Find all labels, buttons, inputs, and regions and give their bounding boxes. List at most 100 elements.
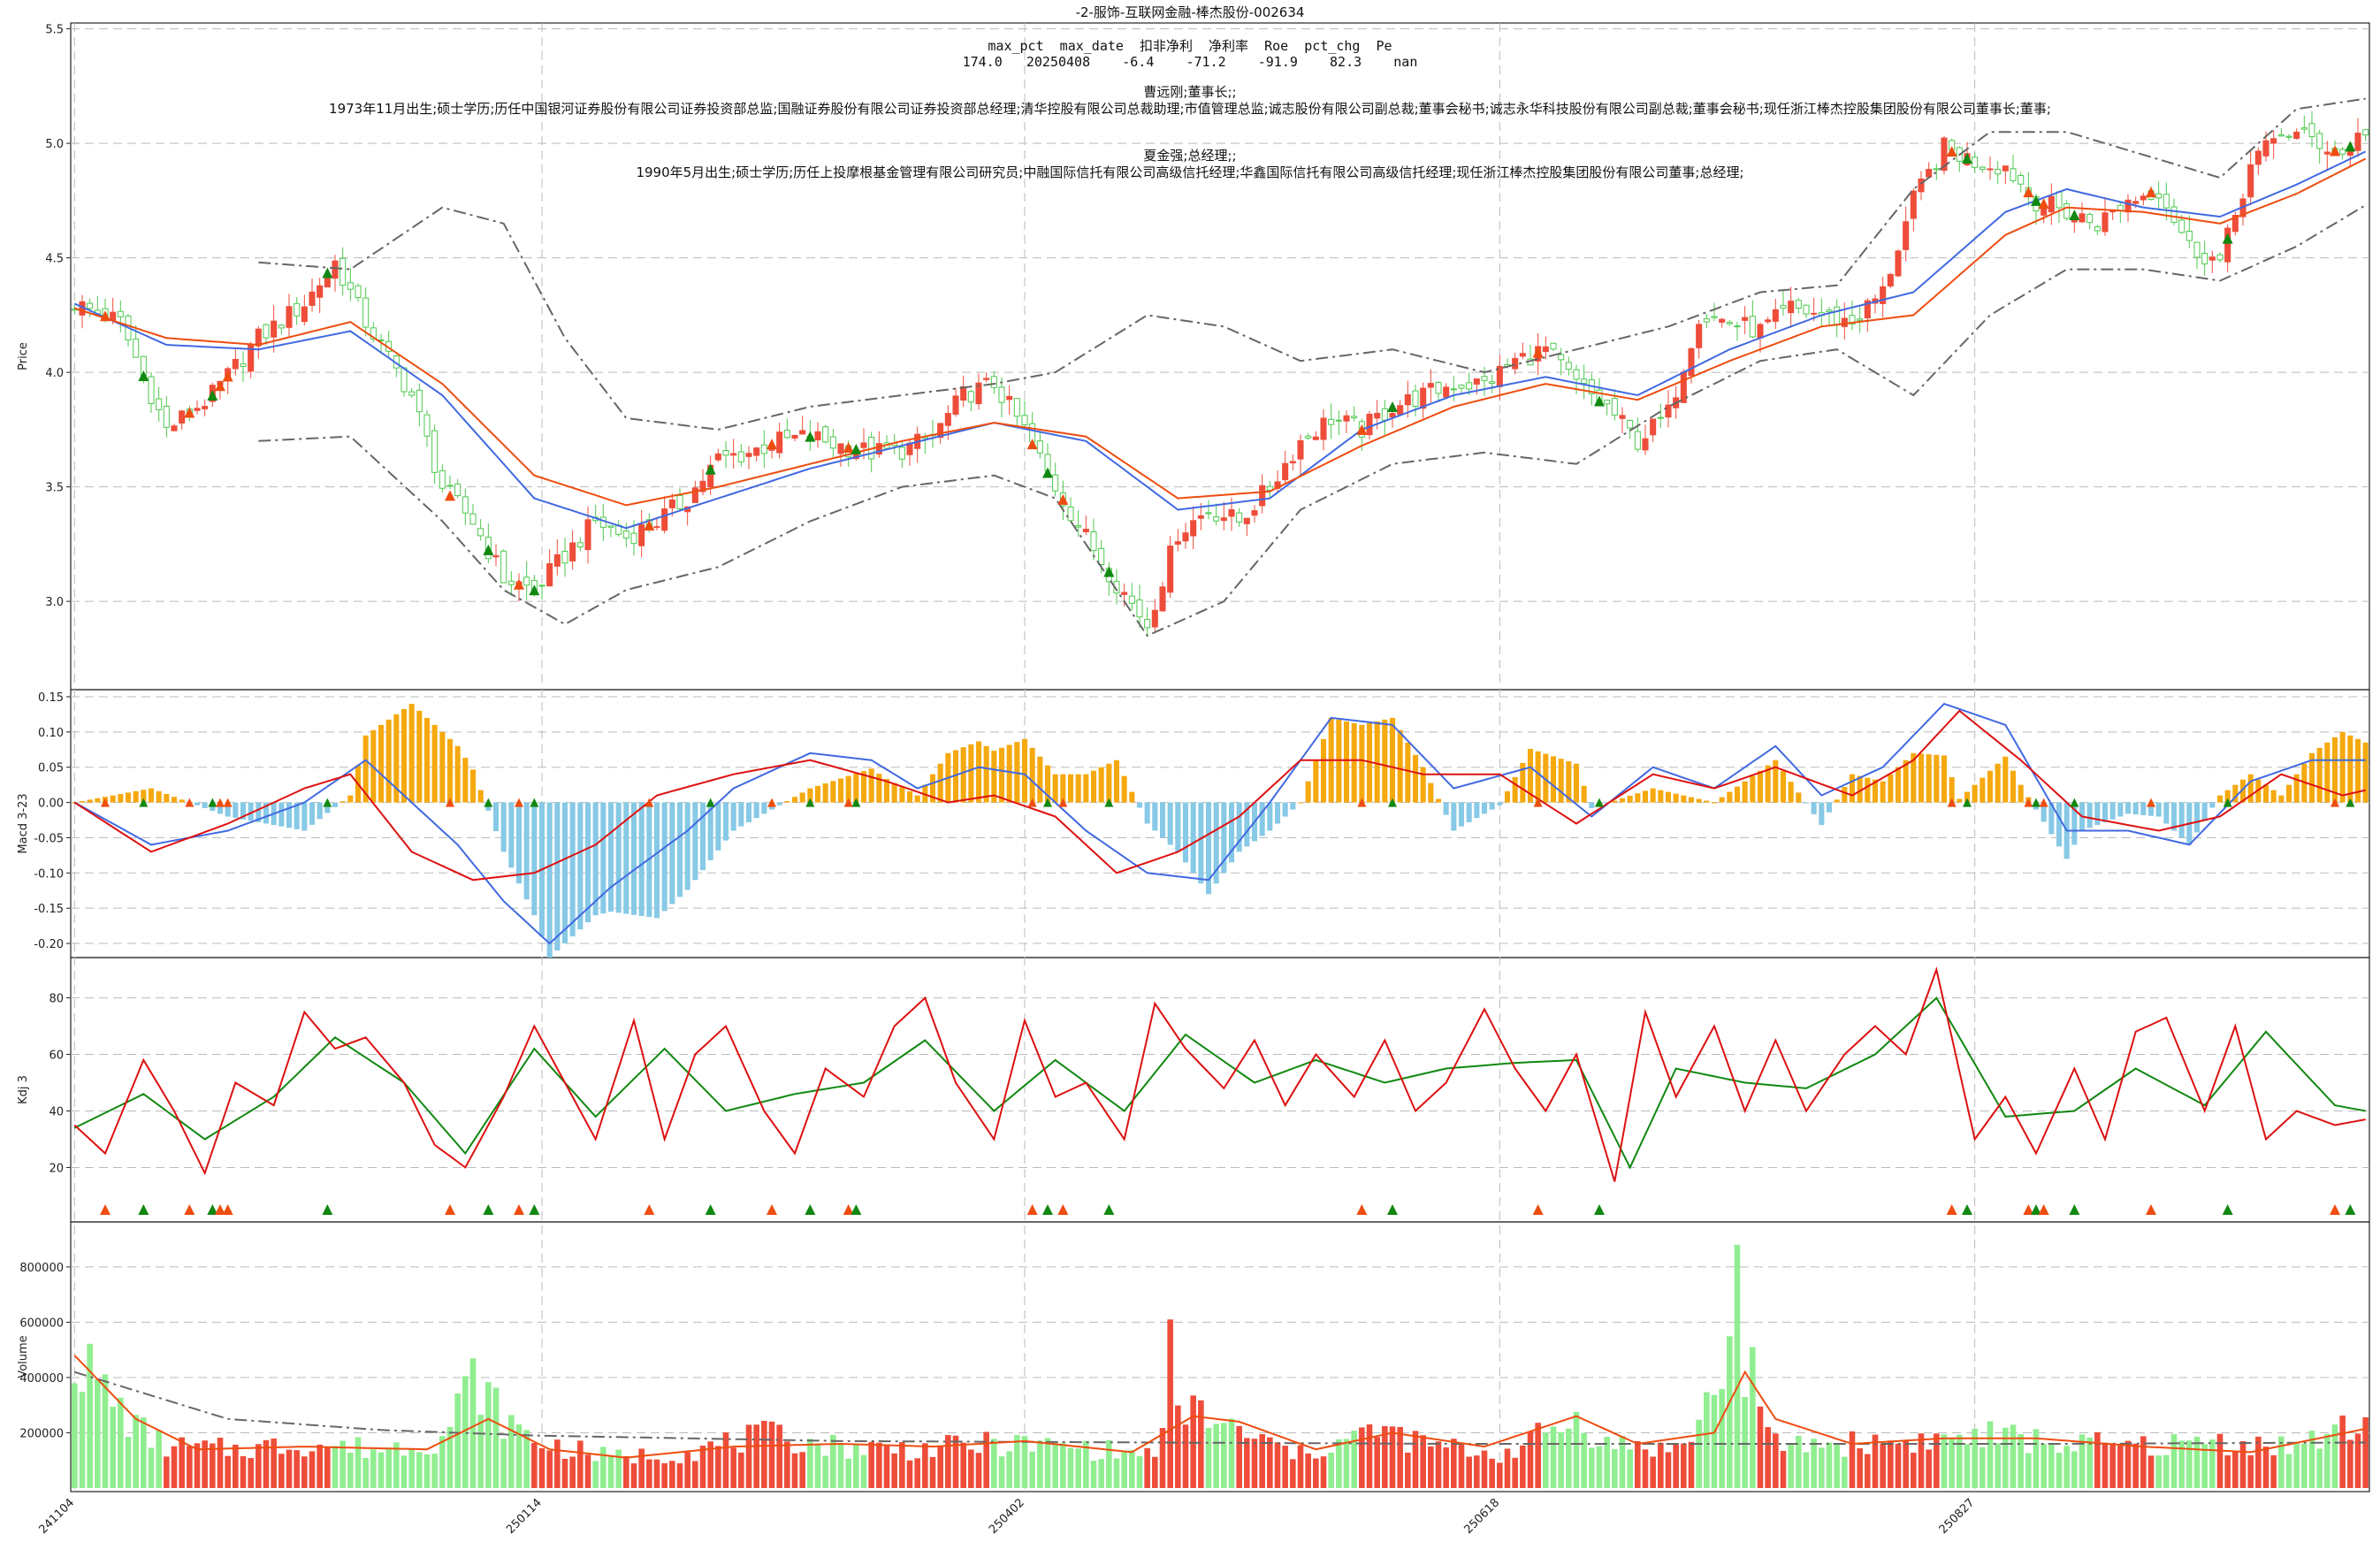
volume-bar (592, 1461, 599, 1488)
volume-bar (952, 1435, 959, 1488)
volume-bar (240, 1455, 247, 1488)
macd-bar (492, 802, 500, 832)
macd-bar (868, 768, 874, 803)
macd-bar (1918, 753, 1925, 803)
candle (960, 386, 967, 401)
y-tick-label: 20 (49, 1162, 64, 1175)
price-signal-marker (222, 370, 233, 382)
macd-bar (2262, 784, 2269, 803)
volume-bar (2301, 1443, 2308, 1488)
price-signal-marker (100, 310, 111, 322)
candle (1389, 413, 1396, 418)
volume-bar (2086, 1437, 2093, 1488)
volume-bar (141, 1417, 147, 1488)
candle (1788, 301, 1795, 314)
volume-bar (1934, 1433, 1940, 1488)
volume-bar (983, 1431, 989, 1488)
candle (1811, 312, 1818, 315)
volume-bar (761, 1420, 767, 1488)
macd-bar (133, 790, 139, 803)
volume-bar (2270, 1454, 2277, 1488)
price-signal-marker (843, 441, 854, 453)
macd-bar (791, 797, 798, 803)
candle (1795, 300, 1802, 309)
macd-bar (2285, 784, 2292, 803)
volume-bar (256, 1444, 262, 1488)
macd-bar (347, 795, 354, 803)
candle (2262, 140, 2269, 156)
price-signal-marker (2345, 141, 2356, 152)
macd-signal-marker (706, 798, 715, 807)
macd-signal-marker (323, 798, 332, 807)
kdj-signal-marker (705, 1204, 716, 1215)
price-signal-marker (184, 407, 195, 418)
candle (2002, 165, 2009, 172)
x-tick-label: 250402 (987, 1496, 1027, 1537)
macd-bar (1113, 760, 1120, 803)
candle (2208, 256, 2216, 261)
volume-bar (2132, 1443, 2139, 1488)
macd-bar (1159, 802, 1166, 838)
volume-bar (1727, 1336, 1733, 1488)
macd-bar (561, 802, 568, 944)
candle (423, 414, 431, 437)
candle (408, 391, 416, 396)
macd-bar (294, 802, 300, 829)
candle (1627, 419, 1634, 429)
candle (507, 580, 515, 585)
macd-bar (761, 802, 767, 814)
kdj-signal-marker (1946, 1204, 1957, 1215)
macd-bar (1949, 777, 1955, 803)
y-tick-label: 800000 (19, 1262, 64, 1275)
candle (1121, 592, 1128, 595)
candle (2170, 206, 2178, 223)
volume-bar (807, 1439, 813, 1488)
macd-bar (385, 719, 392, 803)
macd-bar (1420, 767, 1426, 803)
macd-bar (814, 785, 821, 803)
macd-bar (845, 775, 851, 803)
macd-bar (2270, 790, 2277, 803)
macd-bar (1819, 802, 1825, 826)
macd-bar (1405, 742, 1411, 803)
volume-bar (1918, 1433, 1925, 1488)
volume-bar (1849, 1431, 1856, 1488)
volume-bar (1290, 1459, 1296, 1488)
macd-signal-marker (223, 798, 233, 807)
price-signal-marker (2031, 195, 2041, 206)
macd-bar (1083, 774, 1089, 803)
candle (1650, 418, 1657, 436)
candle (317, 285, 324, 298)
kdj-signal-marker (1962, 1204, 1972, 1215)
volume-bar (1359, 1427, 1365, 1488)
kdj-signal-marker (1387, 1204, 1398, 1215)
volume-bar (210, 1443, 216, 1488)
macd-bar (1911, 752, 1917, 803)
candle (1427, 383, 1434, 388)
macd-bar (1466, 802, 1472, 822)
candle (1757, 324, 1764, 339)
y-axis-label-volume: Volume (17, 1335, 30, 1378)
macd-bar (2086, 802, 2093, 828)
y-tick-label: 80 (49, 993, 64, 1006)
macd-bar (676, 802, 683, 897)
volume-bar (2347, 1439, 2353, 1488)
macd-bar (1152, 802, 1158, 831)
candle (1880, 286, 1887, 304)
candle (1182, 532, 1189, 542)
candle (1289, 461, 1296, 464)
volume-bar (187, 1446, 193, 1488)
macd-bar (692, 802, 698, 881)
macd-bar (2002, 756, 2009, 803)
volume-bar (1895, 1443, 1902, 1488)
volume-bar (179, 1437, 185, 1488)
volume-bar (171, 1446, 178, 1488)
volume-bar (1688, 1441, 1695, 1488)
candle (2086, 213, 2094, 224)
candle (814, 431, 821, 441)
candle (622, 531, 629, 538)
candle (1581, 378, 1588, 384)
candle (454, 483, 462, 497)
volume-bar (1888, 1440, 1894, 1488)
volume-bar (2262, 1447, 2269, 1488)
